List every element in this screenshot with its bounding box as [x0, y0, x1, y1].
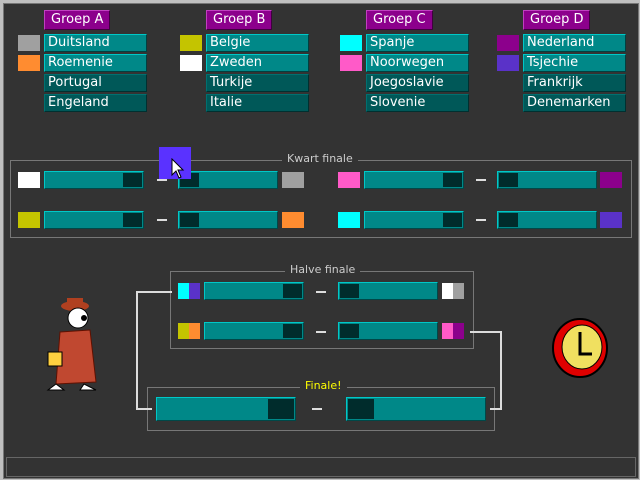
- team-color-swatch: [442, 283, 464, 299]
- score-dash: [157, 219, 167, 221]
- team-roemenie[interactable]: Roemenie: [44, 54, 147, 72]
- score-box[interactable]: [180, 213, 199, 227]
- team-color-swatch[interactable]: [18, 35, 40, 51]
- team-color-swatch: [442, 323, 464, 339]
- team-slot[interactable]: [338, 322, 438, 340]
- team-slovenie[interactable]: Slovenie: [366, 94, 469, 112]
- team-slot[interactable]: [364, 211, 464, 229]
- connector-line: [136, 291, 172, 293]
- team-color-swatch: [18, 172, 40, 188]
- semi-final-title: Halve finale: [285, 263, 361, 276]
- score-box[interactable]: [443, 213, 462, 227]
- team-slot[interactable]: [338, 282, 438, 300]
- team-zweden[interactable]: Zweden: [206, 54, 309, 72]
- team-color-swatch: [178, 323, 200, 339]
- team-color-swatch: [338, 212, 360, 228]
- status-bar: [6, 457, 636, 477]
- team-slot[interactable]: [364, 171, 464, 189]
- team-portugal[interactable]: Portugal: [44, 74, 147, 92]
- score-box[interactable]: [340, 324, 359, 338]
- team-denemarken[interactable]: Denemarken: [523, 94, 626, 112]
- team-color-swatch: [600, 212, 622, 228]
- final-title: Finale!: [300, 379, 347, 392]
- team-noorwegen[interactable]: Noorwegen: [366, 54, 469, 72]
- score-box[interactable]: [283, 284, 302, 298]
- connector-line: [136, 291, 138, 409]
- score-box[interactable]: [443, 173, 462, 187]
- team-slot[interactable]: [178, 171, 278, 189]
- connector-line: [490, 408, 502, 410]
- score-box[interactable]: [340, 284, 359, 298]
- team-color-swatch[interactable]: [340, 35, 362, 51]
- team-color-swatch[interactable]: [180, 35, 202, 51]
- group-header: Groep B: [206, 10, 273, 30]
- clock-icon[interactable]: [550, 314, 614, 380]
- quarter-final-title: Kwart finale: [282, 152, 358, 165]
- team-slot[interactable]: [204, 322, 304, 340]
- team-color-swatch[interactable]: [18, 55, 40, 71]
- team-color-swatch[interactable]: [340, 55, 362, 71]
- team-nederland[interactable]: Nederland: [523, 34, 626, 52]
- team-belgie[interactable]: Belgie: [206, 34, 309, 52]
- team-color-swatch: [282, 172, 304, 188]
- score-dash: [316, 331, 326, 333]
- team-italie[interactable]: Italie: [206, 94, 309, 112]
- team-slot[interactable]: [497, 211, 597, 229]
- team-slot[interactable]: [44, 171, 144, 189]
- team-color-swatch: [600, 172, 622, 188]
- team-color-swatch: [178, 283, 200, 299]
- team-frankrijk[interactable]: Frankrijk: [523, 74, 626, 92]
- team-slot[interactable]: [346, 397, 486, 421]
- connector-line: [500, 331, 502, 409]
- team-color-swatch: [18, 212, 40, 228]
- connector-line: [136, 408, 152, 410]
- team-slot[interactable]: [44, 211, 144, 229]
- score-box[interactable]: [499, 213, 518, 227]
- team-spanje[interactable]: Spanje: [366, 34, 469, 52]
- team-slot[interactable]: [156, 397, 296, 421]
- team-slot[interactable]: [497, 171, 597, 189]
- mascot-character[interactable]: [40, 294, 106, 394]
- team-slot[interactable]: [178, 211, 278, 229]
- score-box[interactable]: [123, 213, 142, 227]
- team-joegoslavie[interactable]: Joegoslavie: [366, 74, 469, 92]
- team-color-swatch: [282, 212, 304, 228]
- cursor-icon: [171, 158, 185, 179]
- score-dash: [316, 291, 326, 293]
- team-duitsland[interactable]: Duitsland: [44, 34, 147, 52]
- connector-line: [470, 331, 502, 333]
- team-color-swatch: [338, 172, 360, 188]
- group-header: Groep A: [44, 10, 111, 30]
- team-slot[interactable]: [204, 282, 304, 300]
- group-header: Groep C: [366, 10, 433, 30]
- score-box[interactable]: [499, 173, 518, 187]
- score-box[interactable]: [348, 399, 374, 419]
- team-turkije[interactable]: Turkije: [206, 74, 309, 92]
- group-header: Groep D: [523, 10, 591, 30]
- score-box[interactable]: [268, 399, 294, 419]
- team-tsjechie[interactable]: Tsjechie: [523, 54, 626, 72]
- score-dash: [157, 179, 167, 181]
- team-color-swatch[interactable]: [497, 55, 519, 71]
- team-color-swatch[interactable]: [497, 35, 519, 51]
- score-dash: [476, 219, 486, 221]
- game-window: Groep A Duitsland Roemenie Portugal Engeland…: [3, 3, 639, 479]
- score-box[interactable]: [123, 173, 142, 187]
- team-engeland[interactable]: Engeland: [44, 94, 147, 112]
- score-dash: [476, 179, 486, 181]
- team-color-swatch[interactable]: [180, 55, 202, 71]
- score-box[interactable]: [283, 324, 302, 338]
- score-dash: [312, 408, 322, 410]
